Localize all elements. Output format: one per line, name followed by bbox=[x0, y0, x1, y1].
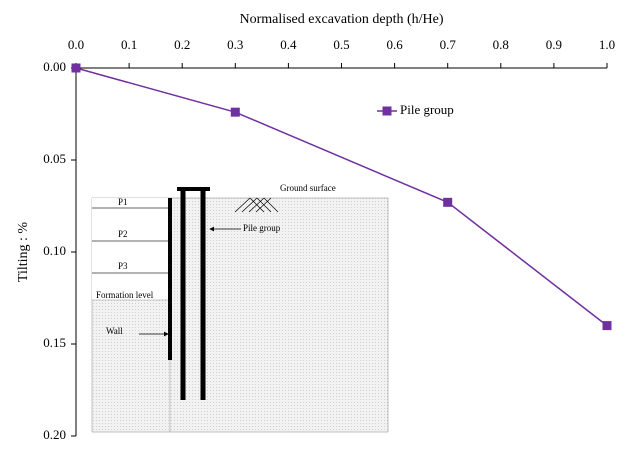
x-tick-label: 0.0 bbox=[68, 37, 84, 52]
y-tick-label: 0.15 bbox=[43, 335, 66, 350]
annotation: P3 bbox=[118, 261, 128, 271]
annotation: Formation level bbox=[96, 290, 154, 300]
annotation: Pile group bbox=[243, 223, 281, 233]
x-tick-label: 0.7 bbox=[440, 37, 457, 52]
annotation: P1 bbox=[118, 197, 128, 207]
x-tick-label: 0.2 bbox=[174, 37, 190, 52]
x-tick-label: 1.0 bbox=[599, 37, 615, 52]
y-tick-label: 0.10 bbox=[43, 243, 66, 258]
x-tick-label: 0.6 bbox=[386, 37, 403, 52]
x-tick-label: 0.9 bbox=[546, 37, 562, 52]
data-point bbox=[71, 63, 81, 73]
annotation: Ground surface bbox=[280, 183, 336, 193]
legend-marker bbox=[382, 106, 392, 116]
x-tick-label: 0.3 bbox=[227, 37, 243, 52]
annotation: P2 bbox=[118, 229, 128, 239]
data-point bbox=[443, 197, 453, 207]
x-tick-label: 0.1 bbox=[121, 37, 137, 52]
x-tick-label: 0.8 bbox=[493, 37, 509, 52]
inset-diagram bbox=[91, 187, 389, 433]
y-axis-title: Tilting : % bbox=[16, 222, 31, 283]
y-tick-label: 0.20 bbox=[43, 427, 66, 442]
legend-label: Pile group bbox=[400, 102, 454, 117]
x-tick-label: 0.5 bbox=[333, 37, 349, 52]
annotation: Wall bbox=[106, 326, 123, 336]
data-point bbox=[230, 107, 240, 117]
x-tick-label: 0.4 bbox=[280, 37, 297, 52]
series-line bbox=[75, 67, 608, 327]
x-axis-title: Normalised excavation depth (h/He) bbox=[239, 12, 443, 27]
data-point bbox=[602, 321, 612, 331]
y-tick-label: 0.05 bbox=[43, 151, 66, 166]
y-tick-label: 0.00 bbox=[43, 59, 66, 74]
